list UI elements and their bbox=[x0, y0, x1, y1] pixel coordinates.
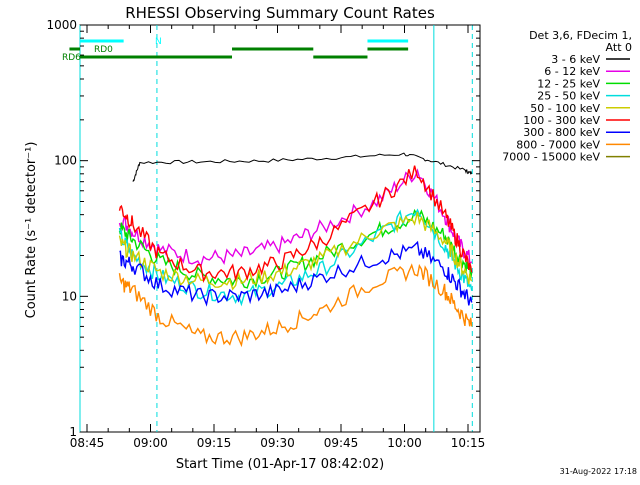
legend-label-5: 100 - 300 keV bbox=[523, 114, 600, 127]
x-tick-label-0: 08:45 bbox=[70, 436, 105, 450]
series-line-0 bbox=[132, 152, 473, 182]
plot-frame bbox=[79, 24, 481, 433]
y-tick-label-2: 100 bbox=[54, 154, 77, 168]
x-tick-label-2: 09:15 bbox=[197, 436, 232, 450]
series-line-5 bbox=[118, 165, 473, 284]
x-tick-label-4: 09:45 bbox=[324, 436, 359, 450]
legend-label-7: 800 - 7000 keV bbox=[516, 138, 600, 151]
plot-area: 08:45 09:00 09:15 09:30 09:45 10:00 10:15 1 10 10… bbox=[46, 18, 485, 450]
legend-label-3: 25 - 50 keV bbox=[537, 90, 600, 103]
legend-title-1: Att 0 bbox=[606, 41, 632, 54]
flag-label-N: N bbox=[155, 37, 162, 47]
timestamp-label: 31-Aug-2022 17:18 bbox=[560, 467, 637, 476]
y-tick-label-3: 1000 bbox=[46, 18, 77, 32]
y-tick-label-1: 10 bbox=[62, 289, 77, 303]
series-line-4 bbox=[118, 211, 473, 291]
legend-label-0: 3 - 6 keV bbox=[551, 53, 600, 66]
x-tick-label-1: 09:00 bbox=[133, 436, 168, 450]
legend-label-1: 6 - 12 keV bbox=[544, 65, 600, 78]
x-tick-label-3: 09:30 bbox=[260, 436, 295, 450]
series-line-7 bbox=[118, 263, 473, 348]
legend-label-8: 7000 - 15000 keV bbox=[502, 151, 600, 164]
legend-title-0: Det 3,6, FDecim 1, bbox=[529, 29, 632, 42]
legend-label-6: 300 - 800 keV bbox=[523, 126, 600, 139]
x-tick-label-6: 10:15 bbox=[451, 436, 486, 450]
legend-label-2: 12 - 25 keV bbox=[537, 77, 600, 90]
chart-title: RHESSI Observing Summary Count Rates bbox=[125, 4, 435, 22]
flag-label-RD0: RD0 bbox=[94, 45, 113, 55]
y-axis-label: Count Rate (s⁻¹ detector⁻¹) bbox=[24, 142, 39, 319]
y-tick-label-0: 1 bbox=[69, 425, 77, 439]
x-tick-label-5: 10:00 bbox=[387, 436, 422, 450]
series-line-6 bbox=[119, 240, 473, 307]
legend-label-4: 50 - 100 keV bbox=[530, 102, 600, 115]
x-axis-label: Start Time (01-Apr-17 08:42:02) bbox=[176, 457, 384, 472]
flag-label-RD6: RD6 bbox=[62, 53, 81, 63]
